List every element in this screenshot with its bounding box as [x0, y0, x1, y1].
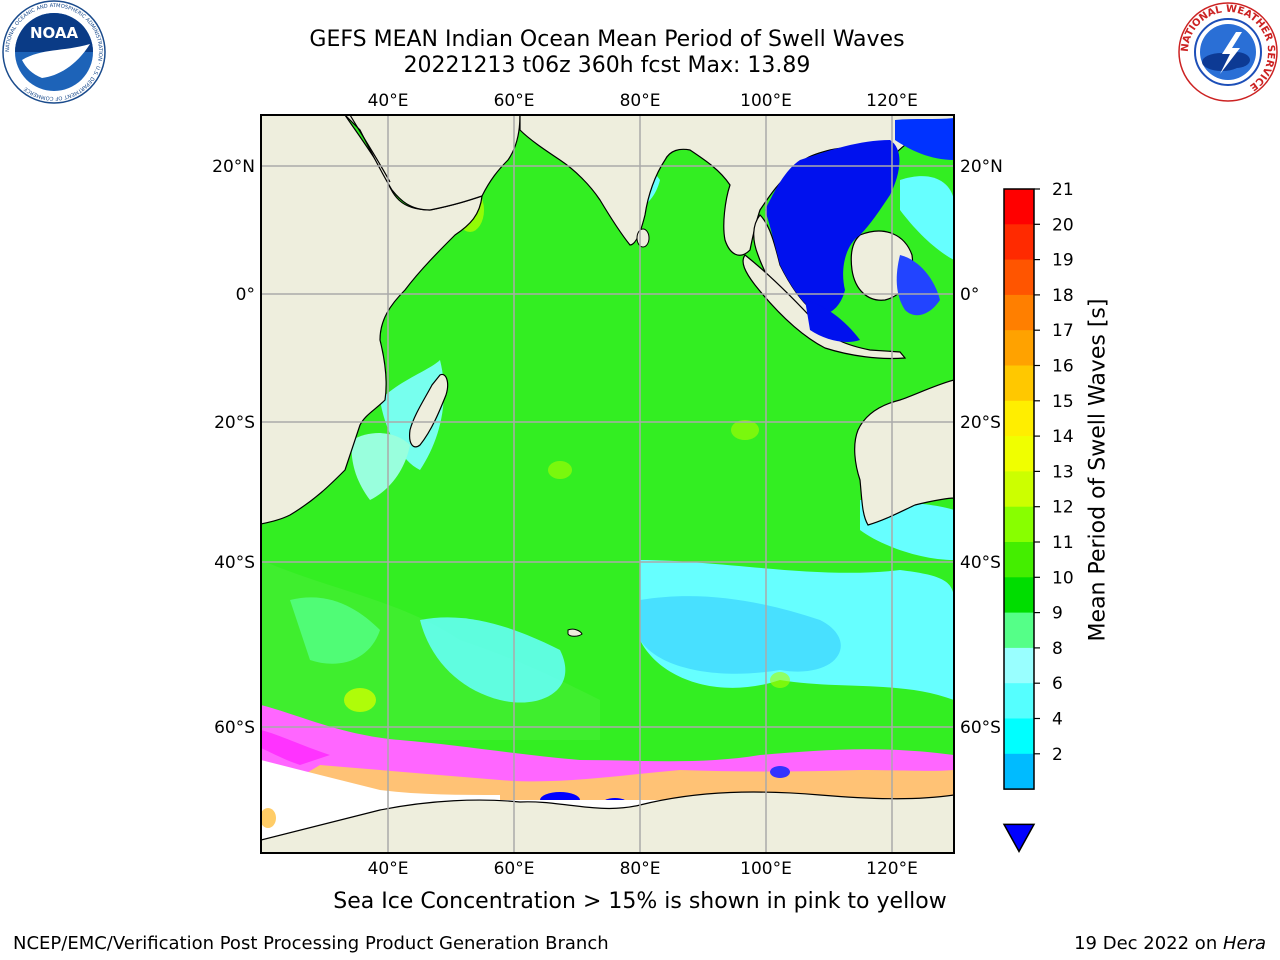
lon-label-top: 120°E	[866, 91, 918, 111]
colorbar-under-triangle	[1002, 823, 1036, 853]
colorbar-segment	[1004, 471, 1034, 508]
graticule	[261, 115, 954, 853]
colorbar-segment	[1004, 365, 1034, 402]
noaa-logo: NOAA NATIONAL OCEANIC AND ATMOSPHERIC AD…	[2, 0, 106, 104]
colorbar-segment	[1004, 224, 1034, 261]
colorbar-outline	[1003, 188, 1035, 790]
colorbar-segment	[1004, 683, 1034, 719]
colorbar-segment	[1004, 647, 1034, 684]
chart-title-line2: 20221213 t06z 360h fcst Max: 13.89	[403, 53, 811, 78]
lon-label-top: 100°E	[740, 91, 792, 111]
antarctica	[261, 791, 954, 853]
lon-label-bottom: 40°E	[368, 859, 409, 879]
colorbar-tick-label: 17	[1052, 321, 1074, 341]
map-border	[260, 114, 955, 854]
lat-label-right: 40°S	[960, 553, 1001, 573]
colorbar-segment	[1004, 506, 1034, 543]
colorbar-tick-label: 16	[1052, 357, 1074, 377]
footer-host: Hera	[1222, 933, 1266, 954]
colorbar	[1002, 188, 1036, 853]
colorbar-segment	[1004, 577, 1034, 614]
australia	[854, 379, 954, 526]
colorbar-tick-label: 4	[1052, 710, 1063, 730]
madagascar	[409, 373, 449, 448]
colorbar-tick-label: 13	[1052, 462, 1074, 482]
lat-label-right: 20°N	[960, 157, 1003, 177]
colorbar-tick-label: 10	[1052, 568, 1074, 588]
colorbar-segment	[1004, 436, 1034, 472]
colorbar-tick-label: 21	[1052, 180, 1074, 200]
lon-label-top: 60°E	[494, 91, 535, 111]
sea-ice-caption: Sea Ice Concentration > 15% is shown in …	[333, 889, 947, 914]
colorbar-segment	[1004, 259, 1034, 296]
lat-label-left: 60°S	[214, 718, 255, 738]
nws-logo: NATIONAL WEATHER SERVICE	[1178, 2, 1278, 102]
colorbar-tick-label: 19	[1052, 251, 1074, 271]
lon-label-bottom: 60°E	[494, 859, 535, 879]
colorbar-segment	[1004, 330, 1034, 366]
lat-label-right: 60°S	[960, 718, 1001, 738]
colorbar-segment	[1004, 400, 1034, 437]
lon-label-bottom: 80°E	[620, 859, 661, 879]
noaa-logo-text: NOAA	[30, 24, 79, 42]
lon-label-top: 80°E	[620, 91, 661, 111]
lon-label-top: 40°E	[368, 91, 409, 111]
lat-label-left: 20°S	[214, 413, 255, 433]
colorbar-segment	[1004, 542, 1034, 578]
colorbar-tick-label: 2	[1052, 745, 1063, 765]
colorbar-segment	[1004, 612, 1034, 649]
south-asia	[519, 115, 954, 256]
colorbar-segment	[1004, 294, 1034, 331]
lon-label-bottom: 120°E	[866, 859, 918, 879]
colorbar-tick-label: 6	[1052, 674, 1063, 694]
lat-label-left: 20°N	[212, 157, 255, 177]
lon-label-bottom: 100°E	[740, 859, 792, 879]
colorbar-segment	[1004, 718, 1034, 755]
colorbar-tick-label: 9	[1052, 604, 1063, 624]
colorbar-tick-label: 8	[1052, 639, 1063, 659]
map-area	[261, 115, 954, 853]
colorbar-segment	[1004, 189, 1034, 225]
footer-date-text: 19 Dec 2022 on	[1074, 933, 1223, 954]
colorbar-title: Mean Period of Swell Waves [s]	[1085, 298, 1111, 642]
colorbar-ticks: 21 20 19 18 17 16 15 14 13 12 11 10 9 8 6 4 2	[1034, 180, 1074, 765]
lat-label-right: 20°S	[960, 413, 1001, 433]
colorbar-segment	[1004, 753, 1034, 790]
chart-title-line1: GEFS MEAN Indian Ocean Mean Period of Sw…	[309, 27, 905, 52]
lat-label-left: 0°	[236, 285, 255, 305]
colorbar-tick-label: 11	[1052, 533, 1074, 553]
colorbar-tick-label: 20	[1052, 215, 1074, 235]
lat-label-left: 40°S	[214, 553, 255, 573]
colorbar-tick-label: 14	[1052, 427, 1074, 447]
footer-credit: NCEP/EMC/Verification Post Processing Pr…	[13, 933, 609, 954]
blue-swell-region	[765, 140, 900, 314]
colorbar-tick-label: 15	[1052, 392, 1074, 412]
colorbar-tick-label: 18	[1052, 286, 1074, 306]
lat-label-right: 0°	[960, 285, 979, 305]
colorbar-tick-label: 12	[1052, 498, 1074, 518]
footer-date: 19 Dec 2022 on Hera	[1074, 933, 1266, 954]
